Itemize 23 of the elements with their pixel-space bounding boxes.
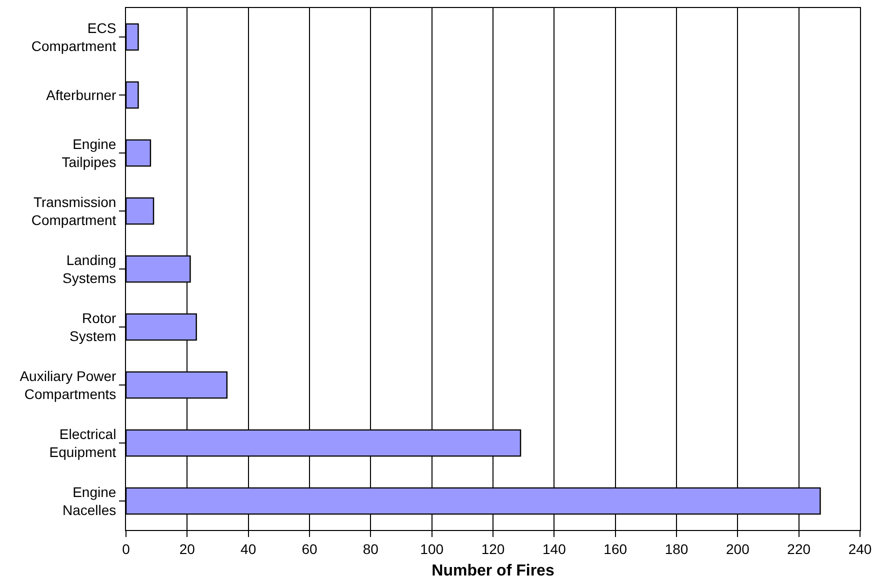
x-tick-label: 0 <box>122 540 130 557</box>
x-tick-label: 200 <box>726 540 750 557</box>
y-tick-label: Engine Nacelles <box>62 484 116 518</box>
x-tick-label: 240 <box>848 540 872 557</box>
x-tick-label: 160 <box>604 540 628 557</box>
x-axis-title: Number of Fires <box>432 562 554 580</box>
x-tick-label: 40 <box>240 540 256 557</box>
x-tick-label: 80 <box>362 540 379 557</box>
x-tick-label: 180 <box>664 540 688 557</box>
y-tick-label: Engine Tailpipes <box>62 136 116 170</box>
x-tick-label: 140 <box>542 540 566 557</box>
x-tick-label: 60 <box>302 540 318 557</box>
x-tick-label: 100 <box>420 540 444 557</box>
y-tick-label: Electrical Equipment <box>49 426 116 460</box>
y-tick-label: Transmission Compartment <box>31 194 116 228</box>
x-tick-label: 220 <box>787 540 811 557</box>
x-tick-label: 20 <box>179 540 196 557</box>
y-tick-label: Afterburner <box>46 86 117 103</box>
x-tick-label: 120 <box>481 540 505 557</box>
y-tick-label: Rotor System <box>70 310 117 344</box>
y-tick-label: ECS Compartment <box>31 20 116 54</box>
y-tick-label: Auxiliary Power Compartments <box>20 368 117 402</box>
y-tick-label: Landing Systems <box>62 252 116 286</box>
